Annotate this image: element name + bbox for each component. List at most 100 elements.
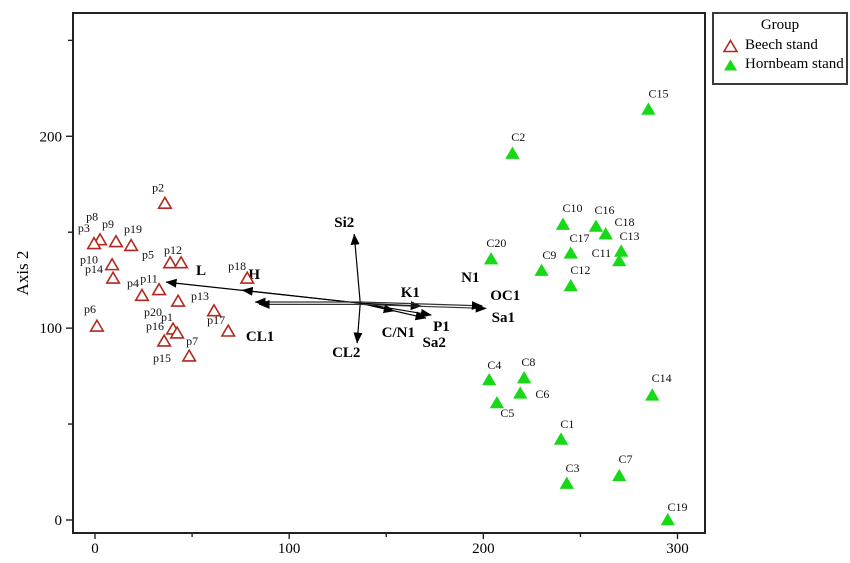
point-label-c16: C16 xyxy=(594,203,614,217)
point-label-p17: p17 xyxy=(207,313,225,327)
point-label-p10: p10 xyxy=(80,252,98,266)
vector-label-sa1: Sa1 xyxy=(492,310,515,326)
plot-frame xyxy=(72,12,706,534)
open-triangle-icon xyxy=(723,38,738,52)
point-label-p12: p12 xyxy=(164,243,182,257)
point-label-c9: C9 xyxy=(542,248,556,262)
point-label-p14: p14 xyxy=(85,262,103,276)
point-c12 xyxy=(563,278,578,292)
point-c1 xyxy=(553,432,569,445)
point-c15 xyxy=(641,102,656,115)
point-p7 xyxy=(181,348,197,362)
x-tick-label: 100 xyxy=(278,541,301,557)
vector-label-oc1: OC1 xyxy=(490,288,520,304)
legend-item-label: Beech stand xyxy=(745,37,818,53)
point-label-p6: p6 xyxy=(84,302,96,316)
point-label-c17: C17 xyxy=(569,231,589,245)
legend-items: Beech stand Hornbeam stand xyxy=(714,36,846,74)
point-p18 xyxy=(239,270,255,284)
x-tick-label: 0 xyxy=(91,541,99,557)
point-label-c6: C6 xyxy=(535,387,549,401)
vector-label-sa2: Sa2 xyxy=(423,335,446,351)
point-c9 xyxy=(534,263,549,276)
point-p6 xyxy=(89,318,105,332)
point-label-p20: p20 xyxy=(144,305,162,319)
point-p1 xyxy=(169,325,185,339)
vector-label-k1: K1 xyxy=(401,285,420,301)
point-label-c8: C8 xyxy=(521,355,535,369)
point-label-c7: C7 xyxy=(618,452,632,466)
point-label-p11: p11 xyxy=(140,271,158,285)
filled-triangle-icon xyxy=(724,59,737,70)
legend-title: Group xyxy=(760,17,800,33)
point-label-p16: p16 xyxy=(146,319,164,333)
legend: Group Beech stand Hornbeam stand xyxy=(712,12,848,85)
vector-arrow-n1-oc1-sa1 xyxy=(360,301,483,311)
point-c7 xyxy=(612,468,627,482)
point-label-c18: C18 xyxy=(614,215,634,229)
y-tick-label: 100 xyxy=(40,321,63,337)
y-axis-title: Axis 2 xyxy=(13,251,32,296)
point-label-c12: C12 xyxy=(570,263,590,277)
point-label-p2: p2 xyxy=(152,180,164,194)
point-label-c5: C5 xyxy=(500,406,514,420)
point-c18 xyxy=(598,227,613,240)
point-label-c4: C4 xyxy=(487,358,501,372)
point-c8 xyxy=(516,371,532,384)
point-p17 xyxy=(206,303,222,317)
point-label-p4: p4 xyxy=(127,276,139,290)
point-label-p7: p7 xyxy=(186,334,198,348)
point-c6 xyxy=(513,386,528,399)
vector-label-p1: P1 xyxy=(433,319,450,335)
vector-label-c-n1: C/N1 xyxy=(382,325,415,341)
legend-item-hornbeam-stand: Hornbeam stand xyxy=(714,55,846,74)
point-label-c14: C14 xyxy=(652,371,672,385)
point-c13 xyxy=(614,244,629,257)
point-c4 xyxy=(481,372,497,386)
x-tick-label: 200 xyxy=(472,541,495,557)
point-label-p18: p18 xyxy=(228,259,246,273)
point-p19 xyxy=(123,238,139,252)
point-label-c13: C13 xyxy=(620,229,640,243)
point-c11 xyxy=(612,253,627,267)
point-c19 xyxy=(660,513,675,526)
point-label-p1: p1 xyxy=(161,310,173,324)
point-p11 xyxy=(151,282,167,296)
vector-label-si2: Si2 xyxy=(334,215,354,231)
point-label-c3: C3 xyxy=(565,461,579,475)
point-label-c1: C1 xyxy=(560,417,574,431)
vector-arrow-n1-oc1-sa1 xyxy=(360,303,487,313)
point-label-p8: p8 xyxy=(86,209,98,223)
point-label-c11: C11 xyxy=(592,246,612,260)
point-p9 xyxy=(108,234,124,248)
point-p13 xyxy=(170,293,186,307)
point-label-c15: C15 xyxy=(648,86,668,100)
point-label-c10: C10 xyxy=(562,201,582,215)
point-label-p5: p5 xyxy=(142,247,154,261)
point-c2 xyxy=(505,146,520,159)
point-label-p9: p9 xyxy=(102,217,114,231)
point-label-p3: p3 xyxy=(78,221,90,235)
point-p15 xyxy=(156,333,172,347)
point-p16 xyxy=(220,323,236,337)
point-p5 xyxy=(162,255,178,269)
point-c3 xyxy=(559,476,575,489)
vector-arrow-si2 xyxy=(350,233,361,304)
vector-label-cl1: CL1 xyxy=(246,329,274,345)
y-tick-label: 200 xyxy=(40,129,63,145)
vector-label-cl2: CL2 xyxy=(332,345,360,361)
vector-arrow-h xyxy=(241,286,361,304)
vector-label-n1: N1 xyxy=(461,270,479,286)
point-p14 xyxy=(105,270,121,284)
point-label-p19: p19 xyxy=(124,222,142,236)
point-label-p15: p15 xyxy=(153,351,171,365)
point-c14 xyxy=(645,388,660,401)
point-p12 xyxy=(173,255,189,269)
point-p2 xyxy=(157,195,173,210)
point-p10 xyxy=(104,257,120,271)
vector-arrow-sa2 xyxy=(360,302,427,321)
x-tick-label: 300 xyxy=(666,541,689,557)
legend-item-beech-stand: Beech stand xyxy=(714,36,846,55)
